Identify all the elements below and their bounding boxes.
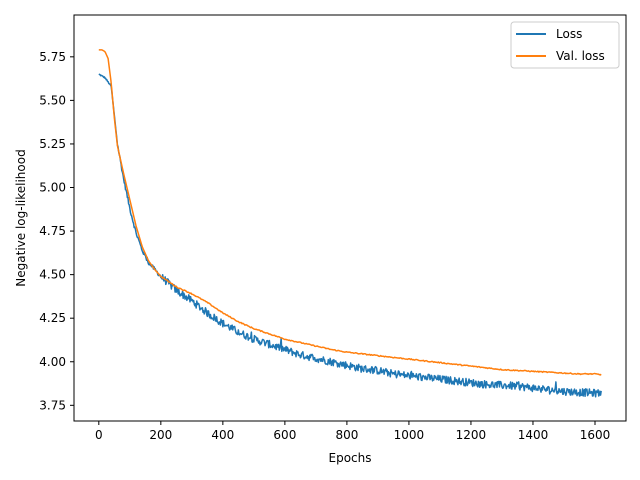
legend-label-val-loss: Val. loss xyxy=(556,49,605,63)
y-tick-label: 3.75 xyxy=(39,398,66,412)
y-tick-label: 5.00 xyxy=(39,181,66,195)
y-tick-label: 4.50 xyxy=(39,268,66,282)
ticks-layer: 0 200 400 600 800 1000 1200 1400 1600 3.75 4.00 4.2… xyxy=(39,50,610,442)
x-tick-label: 0 xyxy=(95,428,103,442)
x-tick-label: 1600 xyxy=(580,428,611,442)
series-line-loss xyxy=(98,73,602,398)
legend: Loss Val. loss xyxy=(510,21,620,69)
x-tick-label: 1400 xyxy=(518,428,549,442)
y-axis-label: Negative log-likelihood xyxy=(14,149,28,286)
legend-label-loss: Loss xyxy=(556,27,582,41)
y-tick-label: 4.75 xyxy=(39,224,66,238)
axes-frame xyxy=(73,14,627,422)
x-tick-label: 800 xyxy=(335,428,358,442)
x-tick-label: 600 xyxy=(273,428,296,442)
x-axis-label: Epochs xyxy=(329,451,372,465)
y-tick-label: 5.25 xyxy=(39,137,66,151)
x-tick-label: 400 xyxy=(211,428,234,442)
y-tick-label: 5.50 xyxy=(39,93,66,107)
y-tick-label: 5.75 xyxy=(39,50,66,64)
series-line-val-loss xyxy=(98,49,602,376)
x-tick-label: 1200 xyxy=(456,428,487,442)
x-tick-label: 1000 xyxy=(394,428,425,442)
x-tick-label: 200 xyxy=(149,428,172,442)
y-tick-label: 4.00 xyxy=(39,355,66,369)
y-tick-label: 4.25 xyxy=(39,311,66,325)
plot-layer xyxy=(98,49,602,398)
